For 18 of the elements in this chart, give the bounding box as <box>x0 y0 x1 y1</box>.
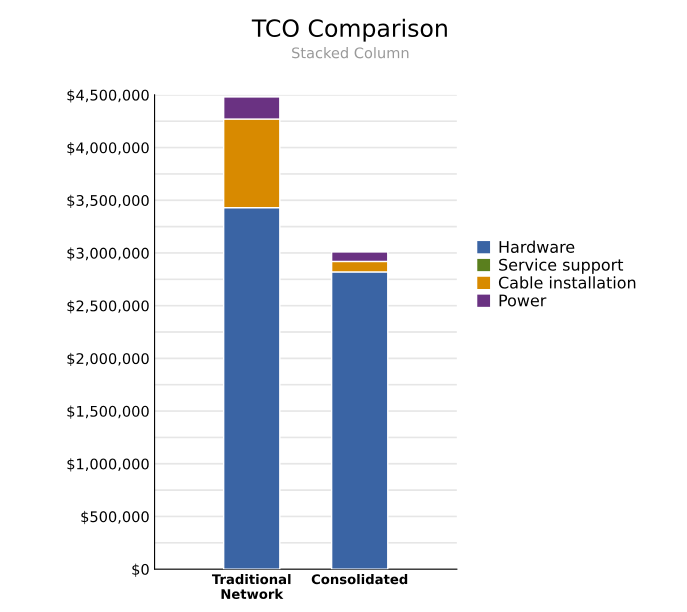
x-tick-label: Traditional Network <box>212 574 290 600</box>
chart-title: TCO Comparison <box>252 18 447 42</box>
y-tick-label: $1,000,000 <box>67 458 149 472</box>
y-tick-label: $500,000 <box>81 510 149 524</box>
y-tick-label: $3,000,000 <box>67 247 149 261</box>
y-tick-label: $2,500,000 <box>67 300 149 314</box>
y-tick-label: $4,000,000 <box>67 142 149 156</box>
x-tick-label: Consolidated <box>312 574 408 584</box>
y-tick-label: $2,000,000 <box>67 352 149 366</box>
y-tick-label: $3,500,000 <box>67 194 149 208</box>
y-tick-label: $0 <box>132 564 149 577</box>
legend-label: Service support <box>499 258 624 274</box>
y-tick-label: $1,500,000 <box>67 406 149 419</box>
legend-label: Cable installation <box>498 276 636 289</box>
y-tick-label: $4,500,000 <box>67 89 149 103</box>
chart-subtitle: Stacked Column <box>292 47 408 58</box>
legend-label: Hardware <box>500 240 574 253</box>
legend-label: Power <box>500 294 546 307</box>
